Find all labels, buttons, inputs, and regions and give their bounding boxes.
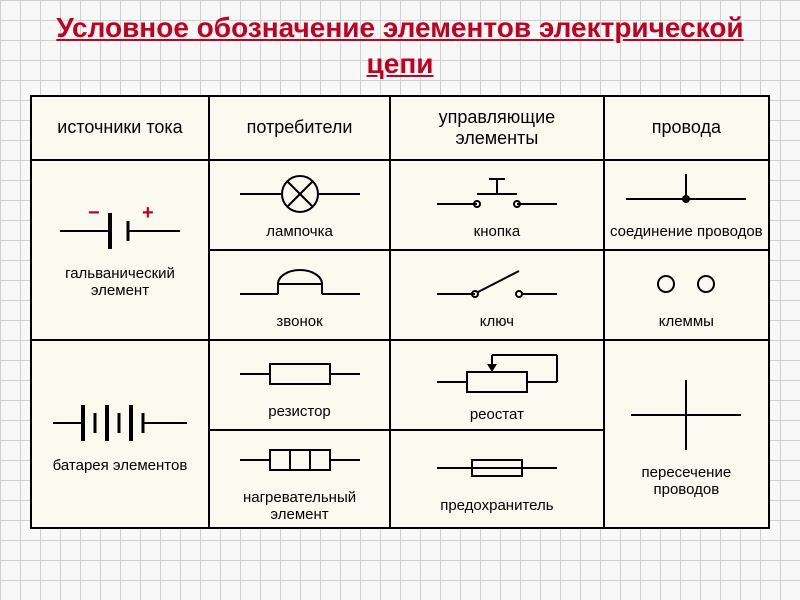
resistor-label: резистор	[268, 399, 331, 420]
battery-label: батарея элементов	[53, 453, 188, 474]
crossing-label: пересечение проводов	[607, 460, 766, 498]
svg-text:+: +	[142, 202, 154, 224]
lamp-label: лампочка	[266, 219, 333, 240]
heater-icon	[230, 435, 370, 485]
crossing-icon	[616, 370, 756, 460]
rheostat-icon	[427, 347, 567, 402]
diagram-content: Условное обозначение элементов электриче…	[0, 0, 800, 600]
cell-battery: батарея элементов	[31, 340, 209, 528]
cell-fuse: предохранитель	[390, 430, 604, 528]
junction-label: соединение проводов	[610, 219, 763, 240]
fuse-icon	[427, 443, 567, 493]
cell-crossing: пересечение проводов	[604, 340, 769, 528]
resistor-icon	[230, 349, 370, 399]
cell-lamp: лампочка	[209, 160, 390, 250]
svg-text:−: −	[88, 202, 100, 224]
cell-junction: соединение проводов	[604, 160, 769, 250]
rheostat-label: реостат	[470, 402, 524, 423]
cell-heater: нагревательный элемент	[209, 430, 390, 528]
header-sources: источники тока	[31, 96, 209, 160]
bell-icon	[230, 259, 370, 309]
cell-resistor: резистор	[209, 340, 390, 430]
switch-label: ключ	[480, 309, 514, 330]
cell-terminals: клеммы	[604, 250, 769, 340]
heater-label: нагревательный элемент	[212, 485, 387, 523]
switch-icon	[427, 259, 567, 309]
terminals-icon	[616, 259, 756, 309]
galvanic-label: гальванический элемент	[34, 261, 206, 299]
cell-galvanic: − + гальванический элемент	[31, 160, 209, 340]
header-consumers: потребители	[209, 96, 390, 160]
lamp-icon	[230, 169, 370, 219]
button-label: кнопка	[474, 219, 521, 240]
galvanic-cell-icon: − +	[50, 201, 190, 261]
cell-button: кнопка	[390, 160, 604, 250]
symbols-table: источники тока потребители управляющие э…	[30, 95, 770, 529]
cell-bell: звонок	[209, 250, 390, 340]
battery-icon	[45, 393, 195, 453]
fuse-label: предохранитель	[440, 493, 553, 514]
junction-icon	[616, 169, 756, 219]
terminals-label: клеммы	[659, 309, 714, 330]
header-controls: управляющие элементы	[390, 96, 604, 160]
header-wires: провода	[604, 96, 769, 160]
cell-switch: ключ	[390, 250, 604, 340]
bell-label: звонок	[276, 309, 322, 330]
button-icon	[427, 169, 567, 219]
cell-rheostat: реостат	[390, 340, 604, 430]
page-title: Условное обозначение элементов электриче…	[30, 10, 770, 83]
